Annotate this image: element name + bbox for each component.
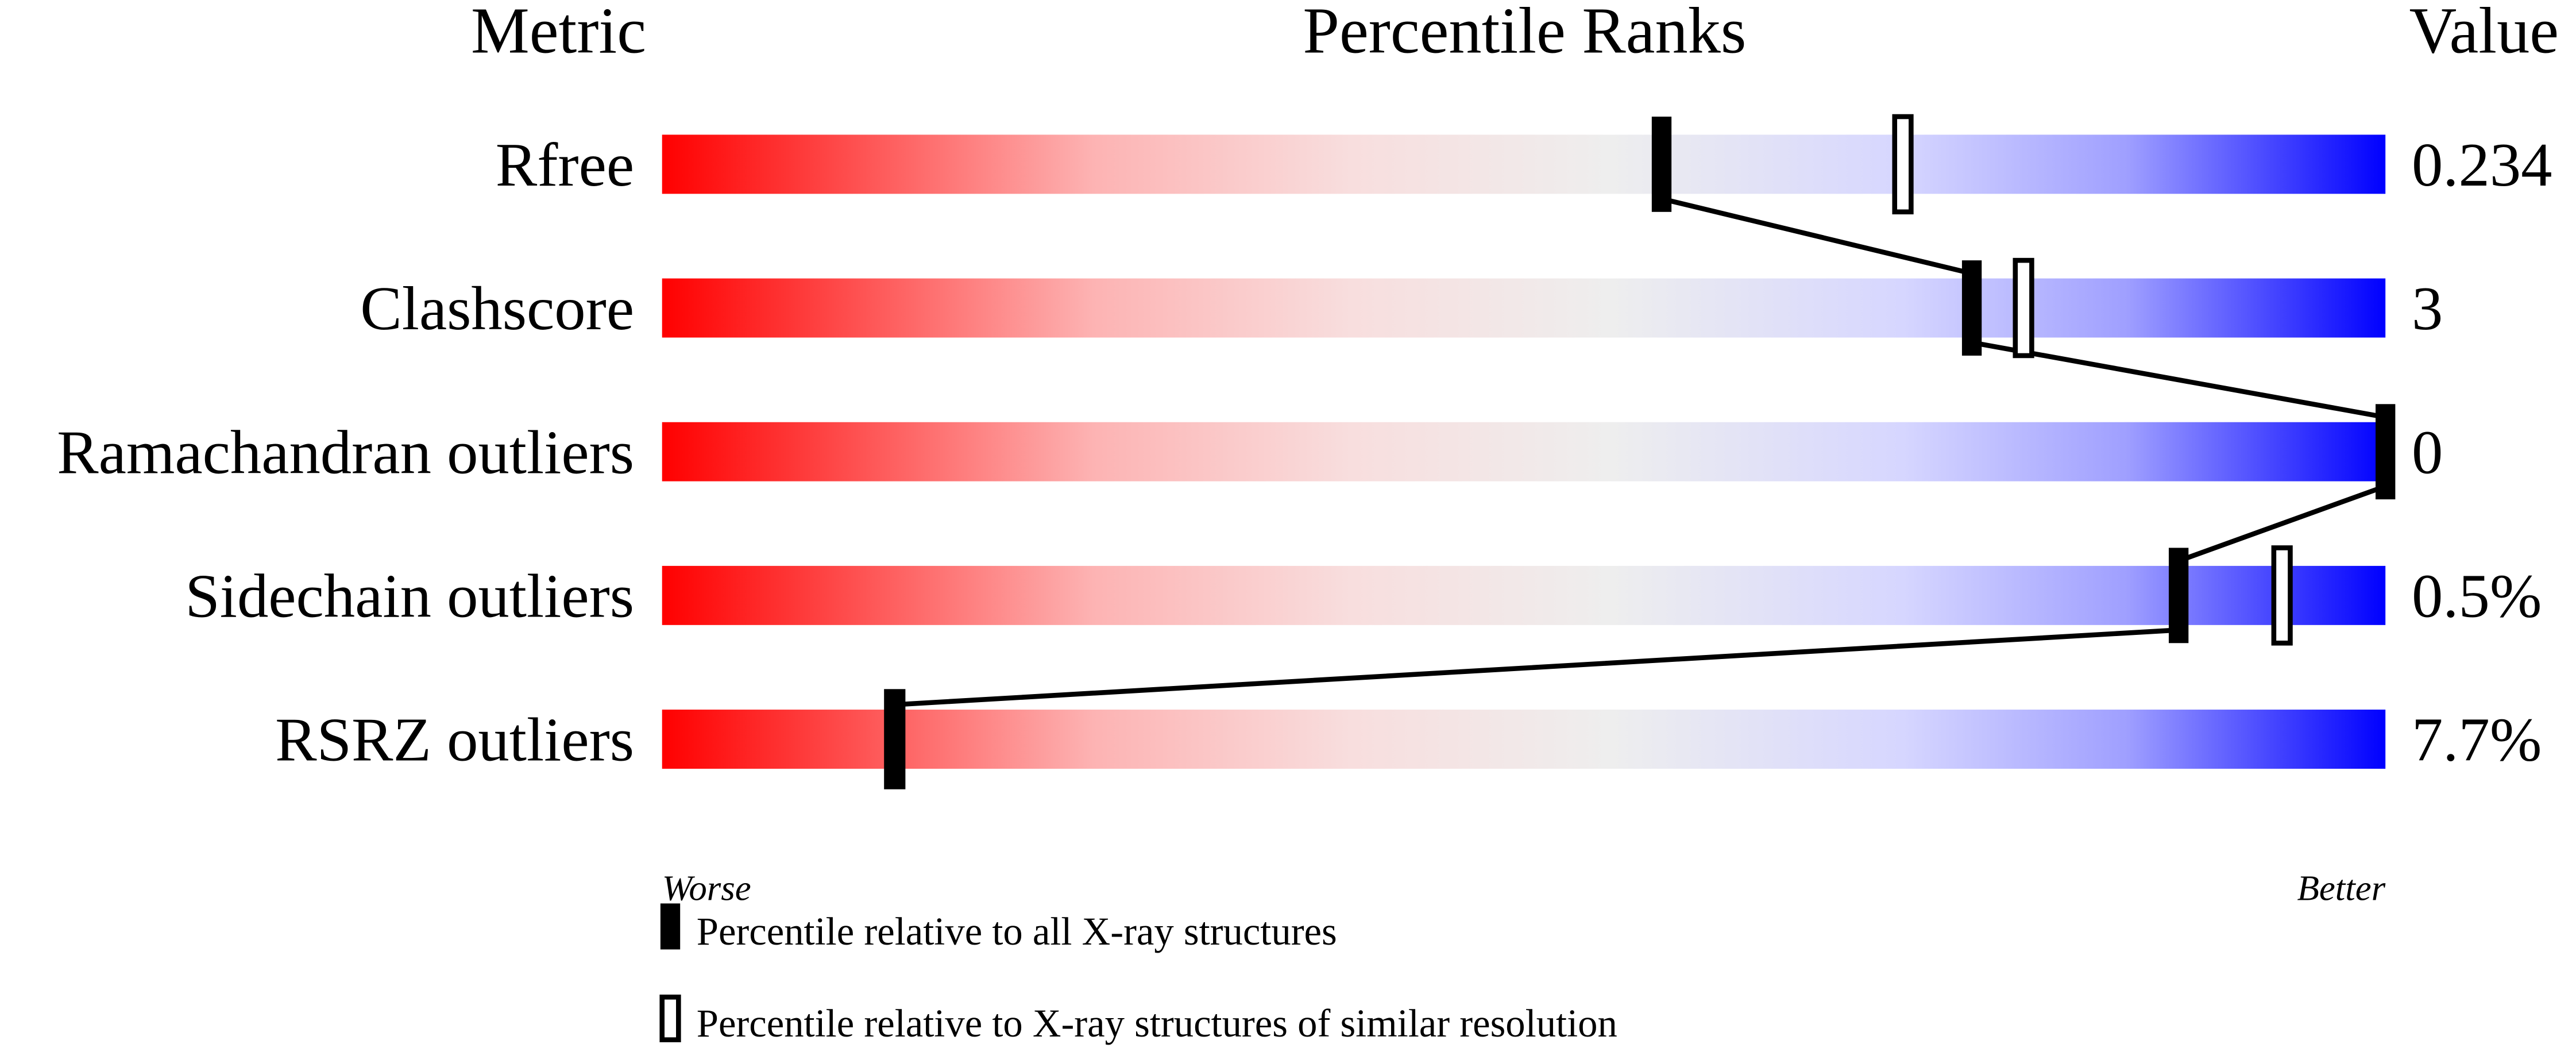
percentile-bar	[662, 422, 2386, 481]
percentile-bar	[662, 278, 2386, 338]
metric-label: Ramachandran outliers	[57, 417, 634, 487]
metric-value: 7.7%	[2412, 705, 2542, 775]
legend-all-label: Percentile relative to all X-ray structu…	[697, 910, 1337, 953]
axis-better-label: Better	[2297, 868, 2385, 908]
legend-similar-label: Percentile relative to X-ray structures …	[697, 1001, 1617, 1045]
percentile-bar	[662, 565, 2386, 625]
metric-value: 0.234	[2412, 130, 2552, 199]
marker-all-structures	[2168, 548, 2189, 644]
metric-label: RSRZ outliers	[275, 705, 634, 775]
percentile-bar	[662, 710, 2386, 769]
marker-similar-resolution	[2271, 545, 2293, 646]
legend-filled-marker	[660, 903, 681, 950]
marker-all-structures	[2376, 404, 2396, 500]
metric-label: Rfree	[496, 130, 634, 199]
header-percentile-ranks: Percentile Ranks	[1303, 0, 1746, 67]
marker-similar-resolution	[1892, 114, 1914, 215]
marker-similar-resolution	[2013, 257, 2034, 359]
metric-value: 0.5%	[2412, 561, 2542, 631]
marker-all-structures	[1651, 116, 1672, 212]
marker-all-structures	[885, 691, 905, 787]
header-metric: Metric	[471, 0, 646, 67]
metric-value: 0	[2412, 417, 2443, 487]
metric-label: Sidechain outliers	[185, 561, 634, 631]
marker-all-structures	[1961, 260, 1982, 356]
metric-value: 3	[2412, 273, 2443, 343]
axis-worse-label: Worse	[662, 868, 751, 908]
percentile-bar	[662, 134, 2386, 194]
metric-label: Clashscore	[360, 273, 634, 343]
header-value: Value	[2409, 0, 2559, 67]
legend-hollow-marker	[659, 995, 681, 1042]
